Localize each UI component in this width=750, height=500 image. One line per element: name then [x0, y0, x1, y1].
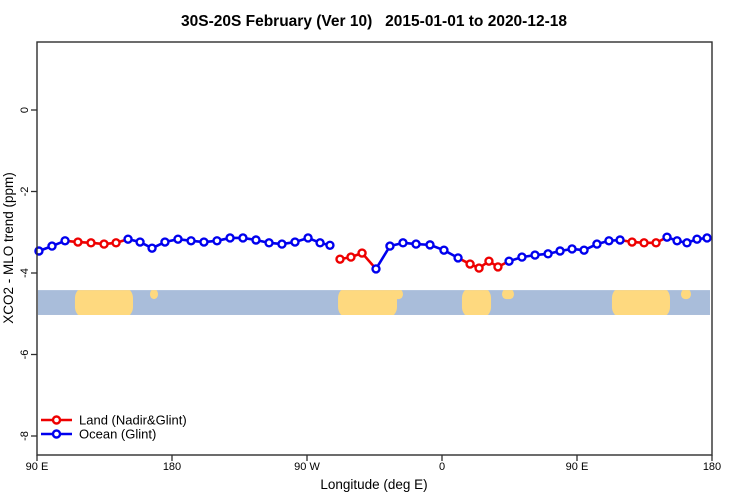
data-point-ocean: [604, 236, 614, 246]
data-point-land: [111, 238, 121, 248]
data-point-ocean: [290, 237, 300, 247]
data-point-ocean: [425, 240, 435, 250]
data-point-ocean: [371, 264, 381, 274]
land-patch: [611, 290, 670, 315]
data-point-ocean: [439, 245, 449, 255]
data-point-land: [484, 256, 494, 266]
data-point-ocean: [199, 237, 209, 247]
surface-map-band: [38, 290, 710, 315]
data-point-ocean: [325, 240, 335, 250]
data-point-ocean: [123, 234, 133, 244]
data-point-land: [465, 259, 475, 269]
axis-ticks: 90 E 180 90 W 0 90 E 180 0 -2 -4 -6 -8: [19, 107, 721, 473]
data-point-ocean: [251, 235, 261, 245]
data-point-ocean: [303, 233, 313, 243]
data-point-ocean: [453, 253, 463, 263]
data-point-ocean: [225, 233, 235, 243]
chart-title: 30S-20S February (Ver 10) 2015-01-01 to …: [181, 13, 567, 30]
data-point-ocean: [543, 249, 553, 259]
land-patch: [338, 290, 397, 315]
data-point-ocean: [186, 236, 196, 246]
data-point-ocean: [60, 236, 70, 246]
land-patch: [74, 290, 133, 315]
data-point-ocean: [135, 237, 145, 247]
x-tick-label: 180: [703, 461, 721, 473]
y-axis-label: XCO2 - MLO trend (ppm): [1, 172, 16, 324]
data-point-ocean: [411, 239, 421, 249]
data-point-ocean: [672, 236, 682, 246]
land-patch: [680, 290, 691, 300]
data-point-ocean: [530, 250, 540, 260]
data-point-land: [335, 254, 345, 264]
legend-marker-land: [51, 415, 62, 425]
data-point-ocean: [173, 234, 183, 244]
data-point-ocean: [264, 238, 274, 248]
data-point-ocean: [682, 238, 692, 248]
data-point-ocean: [504, 256, 514, 266]
data-point-land: [639, 238, 649, 248]
data-point-ocean: [47, 241, 57, 251]
data-point-ocean: [212, 236, 222, 246]
data-point-ocean: [615, 235, 625, 245]
data-point-ocean: [692, 234, 702, 244]
data-point-land: [651, 238, 661, 248]
data-point-ocean: [238, 233, 248, 243]
data-point-ocean: [517, 252, 527, 262]
data-point-land: [73, 237, 83, 247]
data-point-land: [627, 237, 637, 247]
data-point-ocean: [147, 243, 157, 253]
x-tick-label: 90 E: [26, 461, 49, 473]
x-axis-label: Longitude (deg E): [320, 477, 427, 492]
land-patch: [461, 290, 492, 315]
data-point-ocean: [567, 244, 577, 254]
legend-marker-ocean: [51, 429, 62, 439]
data-point-land: [357, 248, 367, 258]
y-tick-label: -8: [19, 431, 31, 441]
y-tick-label: -4: [19, 268, 31, 278]
data-point-land: [86, 238, 96, 248]
land-patches: [74, 290, 691, 315]
land-patch: [502, 290, 514, 300]
land-patch: [391, 290, 403, 300]
x-tick-label: 90 E: [566, 461, 589, 473]
data-point-land: [474, 263, 484, 273]
legend-label-ocean: Ocean (Glint): [79, 427, 156, 442]
land-patch: [149, 290, 159, 300]
y-tick-label: 0: [19, 107, 31, 113]
data-point-ocean: [277, 239, 287, 249]
x-tick-label: 180: [163, 461, 181, 473]
y-tick-label: -6: [19, 350, 31, 360]
x-tick-label: 0: [439, 461, 445, 473]
legend-item-ocean: Ocean (Glint): [41, 427, 156, 442]
data-point-ocean: [579, 245, 589, 255]
legend-label-land: Land (Nadir&Glint): [79, 413, 187, 428]
data-point-ocean: [662, 232, 672, 242]
data-point-ocean: [160, 237, 170, 247]
data-point-ocean: [398, 238, 408, 248]
series-markers: [34, 232, 712, 274]
data-point-land: [99, 239, 109, 249]
data-point-land: [346, 252, 356, 262]
data-point-ocean: [385, 241, 395, 251]
plot-border: [36, 41, 713, 456]
legend-item-land: Land (Nadir&Glint): [41, 413, 187, 428]
data-point-land: [493, 262, 503, 272]
data-point-ocean: [555, 246, 565, 256]
data-point-ocean: [315, 238, 325, 248]
y-tick-label: -2: [19, 187, 31, 197]
data-point-ocean: [592, 239, 602, 249]
data-point-ocean: [702, 233, 712, 243]
legend: Land (Nadir&Glint) Ocean (Glint): [41, 413, 187, 442]
x-tick-label: 90 W: [294, 461, 320, 473]
